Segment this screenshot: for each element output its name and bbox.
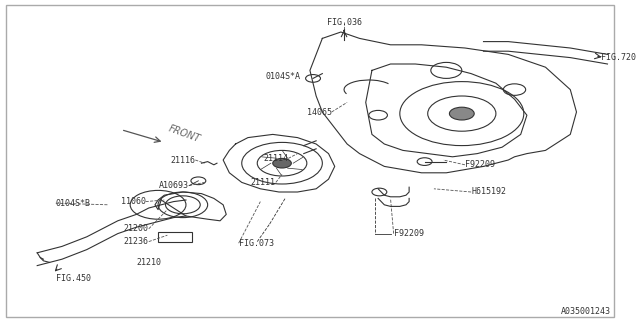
Circle shape xyxy=(273,158,291,168)
Text: F92209: F92209 xyxy=(465,160,495,169)
Circle shape xyxy=(449,107,474,120)
Text: 21200: 21200 xyxy=(124,224,148,233)
Text: 0104S*B: 0104S*B xyxy=(56,199,91,208)
Text: H615192: H615192 xyxy=(471,188,506,196)
Text: FIG.073: FIG.073 xyxy=(239,239,274,248)
Text: FIG.720: FIG.720 xyxy=(602,53,636,62)
Text: 21236: 21236 xyxy=(124,237,148,246)
Text: 21114: 21114 xyxy=(263,154,288,163)
Bar xyxy=(158,232,192,242)
Text: A035001243: A035001243 xyxy=(561,308,611,316)
Text: 14065: 14065 xyxy=(307,108,332,116)
Text: 0104S*A: 0104S*A xyxy=(266,72,301,81)
Text: FRONT: FRONT xyxy=(168,124,202,144)
Text: 11060: 11060 xyxy=(121,197,146,206)
Text: FIG.036: FIG.036 xyxy=(326,18,362,27)
Text: F92209: F92209 xyxy=(394,229,424,238)
Text: A10693: A10693 xyxy=(159,181,189,190)
Text: FIG.450: FIG.450 xyxy=(56,274,91,283)
Text: 21111: 21111 xyxy=(251,178,276,187)
Text: 21116: 21116 xyxy=(170,156,195,164)
Text: 21210: 21210 xyxy=(136,258,161,267)
